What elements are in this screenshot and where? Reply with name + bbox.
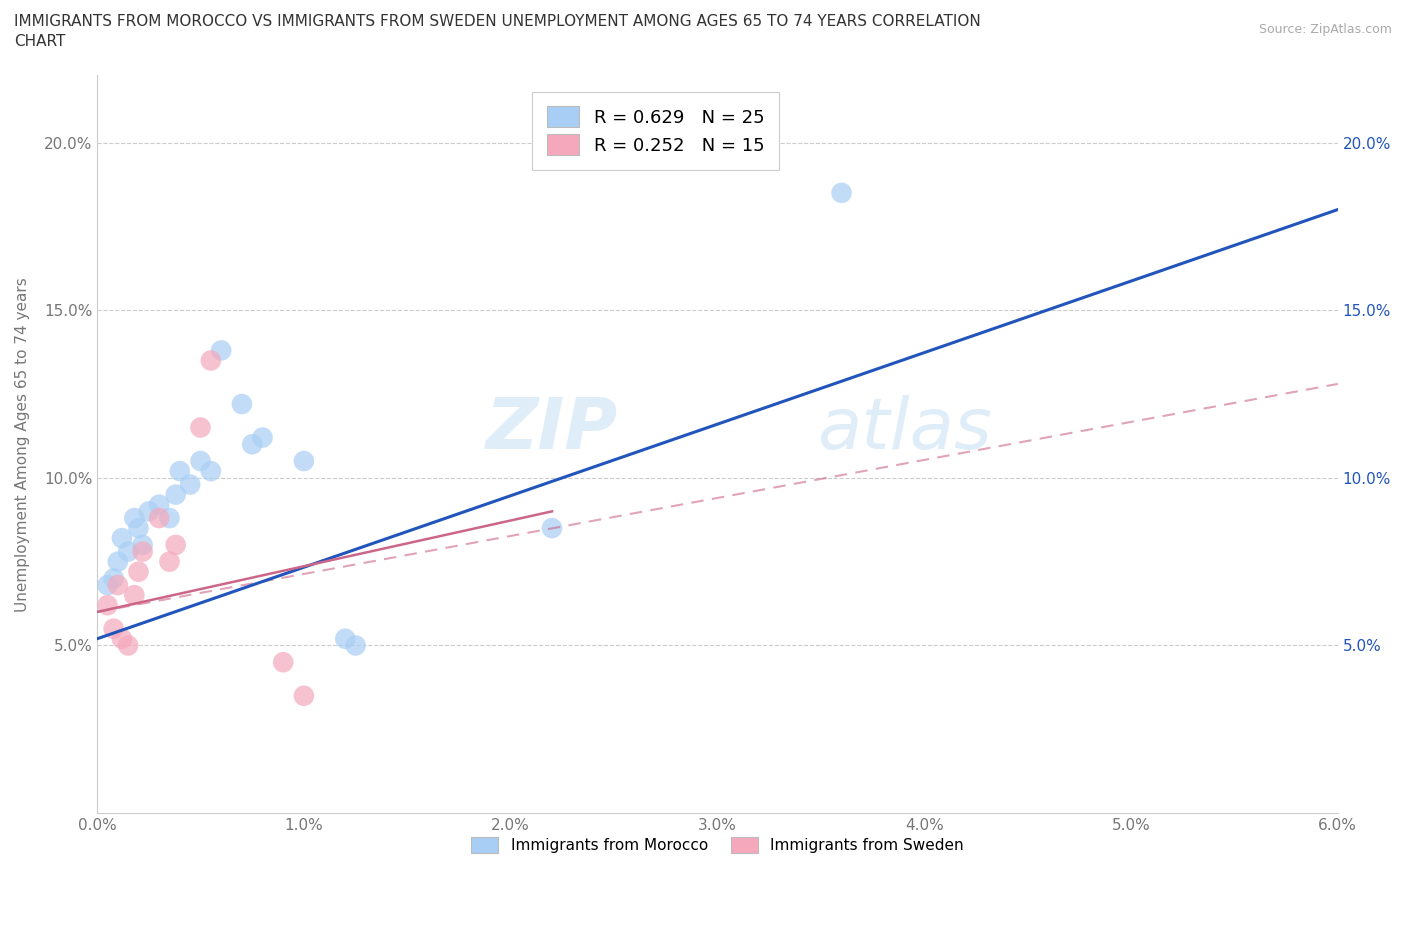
Point — [179, 477, 201, 492]
Point — [131, 538, 153, 552]
Text: Source: ZipAtlas.com: Source: ZipAtlas.com — [1258, 23, 1392, 36]
Point — [209, 343, 232, 358]
Point — [138, 504, 160, 519]
Point — [541, 521, 564, 536]
Point — [292, 688, 315, 703]
Point — [165, 487, 187, 502]
Point — [159, 554, 181, 569]
Point — [165, 538, 187, 552]
Point — [200, 464, 222, 479]
Point — [124, 588, 146, 603]
Point — [117, 544, 139, 559]
Point — [103, 621, 125, 636]
Text: ZIP: ZIP — [486, 395, 619, 464]
Point — [190, 454, 212, 469]
Point — [831, 185, 853, 200]
Point — [111, 631, 134, 646]
Point — [127, 521, 149, 536]
Point — [335, 631, 357, 646]
Point — [148, 511, 170, 525]
Point — [240, 437, 263, 452]
Point — [111, 531, 134, 546]
Text: IMMIGRANTS FROM MOROCCO VS IMMIGRANTS FROM SWEDEN UNEMPLOYMENT AMONG AGES 65 TO : IMMIGRANTS FROM MOROCCO VS IMMIGRANTS FR… — [14, 14, 981, 29]
Y-axis label: Unemployment Among Ages 65 to 74 years: Unemployment Among Ages 65 to 74 years — [15, 277, 30, 612]
Point — [190, 420, 212, 435]
Point — [96, 578, 118, 592]
Point — [231, 396, 253, 411]
Text: atlas: atlas — [817, 395, 991, 464]
Point — [103, 571, 125, 586]
Point — [127, 565, 149, 579]
Point — [292, 454, 315, 469]
Point — [96, 598, 118, 613]
Point — [131, 544, 153, 559]
Point — [344, 638, 367, 653]
Point — [169, 464, 191, 479]
Point — [159, 511, 181, 525]
Point — [148, 498, 170, 512]
Text: CHART: CHART — [14, 34, 66, 49]
Point — [117, 638, 139, 653]
Point — [271, 655, 294, 670]
Point — [107, 554, 129, 569]
Point — [107, 578, 129, 592]
Point — [124, 511, 146, 525]
Point — [200, 353, 222, 368]
Point — [252, 431, 274, 445]
Legend: Immigrants from Morocco, Immigrants from Sweden: Immigrants from Morocco, Immigrants from… — [463, 830, 972, 861]
